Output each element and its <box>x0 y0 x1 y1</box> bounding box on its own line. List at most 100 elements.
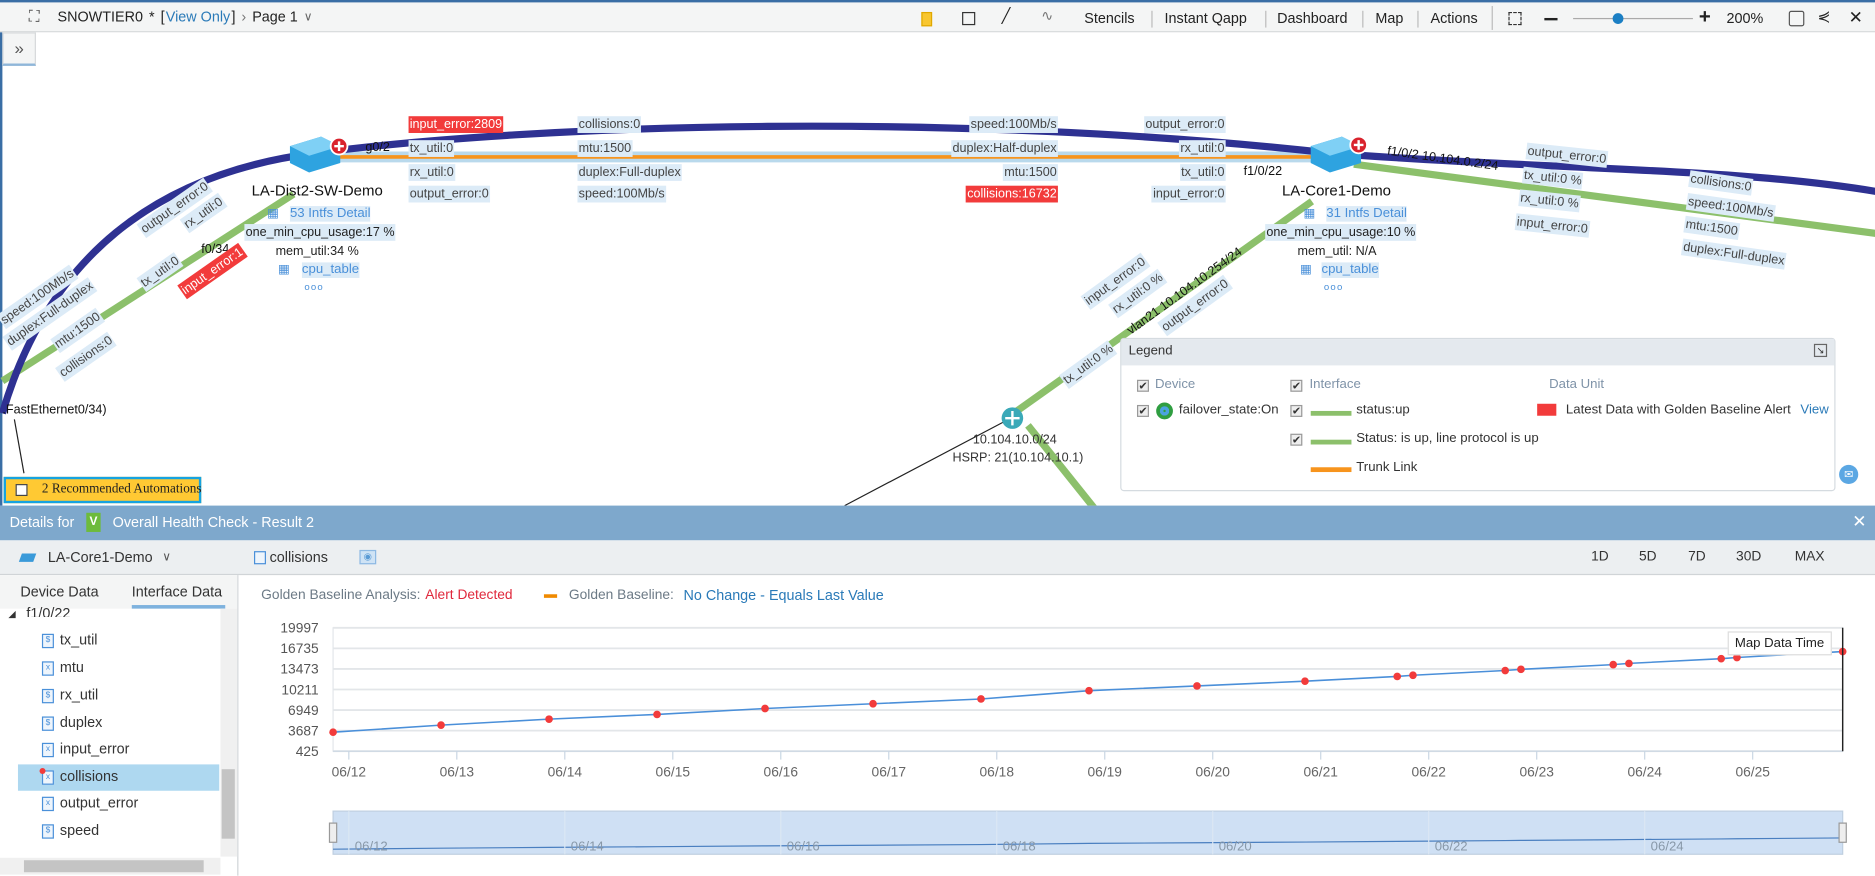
range-1d[interactable]: 1D <box>1591 549 1609 565</box>
tree-item[interactable]: x output_error <box>18 791 219 817</box>
cpu-table-link[interactable]: cpu_table <box>1321 262 1379 278</box>
zoom-slider-handle[interactable] <box>1612 13 1624 24</box>
freeform-tool-icon[interactable]: ∿ <box>1041 7 1054 24</box>
range-30d[interactable]: 30D <box>1736 549 1762 565</box>
expand-sidebar-button[interactable]: » <box>2 32 36 66</box>
tree-item-label: rx_util <box>59 686 99 704</box>
status-up-checkbox[interactable]: ✔ <box>1290 404 1303 417</box>
vertical-scrollbar[interactable] <box>220 608 238 857</box>
device-name[interactable]: LA-Dist2-SW-Demo <box>251 182 383 199</box>
tree-item[interactable]: $ duplex <box>18 710 219 736</box>
data-point <box>1517 665 1525 674</box>
intfs-detail-link[interactable]: 31 Intfs Detail <box>1326 206 1407 222</box>
link-core1-right[interactable] <box>1353 160 1875 237</box>
x-tick-label: 06/12 <box>332 764 366 779</box>
toolbar-map[interactable]: Map <box>1375 9 1404 27</box>
toolbar-instant-qapp[interactable]: Instant Qapp <box>1164 9 1247 27</box>
zoom-out-icon[interactable] <box>1544 17 1558 21</box>
interface-label: .FastEthernet0/34) <box>2 402 107 417</box>
recommended-automations-button[interactable]: 2 Recommended Automations <box>3 476 202 504</box>
router-icon[interactable] <box>1001 407 1024 429</box>
x-tick-label: 06/14 <box>548 764 583 779</box>
tree-item[interactable]: x input_error <box>18 737 219 763</box>
metric-label: rx_util:0 <box>408 164 455 181</box>
fit-to-screen-icon[interactable] <box>1508 11 1522 26</box>
y-tick-label: 16735 <box>280 641 319 656</box>
switch-icon[interactable] <box>289 136 349 173</box>
scrollbar-thumb[interactable] <box>23 860 204 873</box>
rectangle-tool-icon[interactable] <box>962 11 976 26</box>
tree-item[interactable]: $ rx_util <box>18 683 219 709</box>
close-icon[interactable]: ✕ <box>1848 7 1863 27</box>
tree-item-label: tx_util <box>59 631 98 649</box>
scrollbar-thumb[interactable] <box>221 769 235 839</box>
baseline-value[interactable]: No Change - Equals Last Value <box>683 587 884 604</box>
collisions-chart[interactable]: 425 3687 6949 10211 13473 16735 19997 06/12 06/1… <box>240 575 1875 876</box>
zoom-slider[interactable] <box>1573 13 1693 24</box>
switch-icon[interactable] <box>1310 135 1368 173</box>
toolbar-actions[interactable]: Actions <box>1430 9 1478 27</box>
variable-icon: x <box>41 661 54 676</box>
tree-item-selected[interactable]: x collisions <box>17 764 220 791</box>
eye-icon[interactable]: ◉ <box>359 549 377 565</box>
y-tick-label: 6949 <box>288 703 319 718</box>
view-link[interactable]: View <box>1800 402 1829 417</box>
view-only-mode[interactable]: View Only <box>165 8 231 26</box>
device-name[interactable]: LA-Core1-Demo <box>1281 182 1392 199</box>
table-icon: ▦ <box>1303 206 1316 221</box>
cpu-table-link[interactable]: cpu_table <box>301 262 360 278</box>
metric-label: mtu:1500 <box>577 140 633 157</box>
save-icon[interactable] <box>1788 10 1805 27</box>
interface-checkbox[interactable]: ✔ <box>1290 379 1303 392</box>
chevron-down-icon[interactable]: ∨ <box>162 550 171 564</box>
device-selector-row[interactable]: LA-Core1-Demo ∨ <box>48 549 171 566</box>
bracket: ] <box>231 8 236 26</box>
wan-link[interactable] <box>0 122 1875 415</box>
note-icon[interactable] <box>921 11 933 27</box>
failover-checkbox[interactable]: ✔ <box>1136 404 1149 417</box>
zoom-level: 200% <box>1726 9 1764 27</box>
analysis-value: Alert Detected <box>425 588 513 603</box>
chevron-down-icon[interactable]: ∨ <box>303 10 313 24</box>
more-icon[interactable]: ooo <box>1323 281 1344 293</box>
legend-panel: Legend ↘ ✔ Device ✔ Interface Data Unit … <box>1120 337 1836 492</box>
collapse-legend-icon[interactable]: ↘ <box>1813 343 1828 358</box>
horizontal-scrollbar[interactable] <box>0 857 221 875</box>
range-5d[interactable]: 5D <box>1639 549 1657 565</box>
y-tick-label: 3687 <box>288 723 319 738</box>
range-7d[interactable]: 7D <box>1688 549 1706 565</box>
share-icon[interactable]: ⋞ <box>1817 7 1831 26</box>
close-panel-icon[interactable]: ✕ <box>1852 511 1867 531</box>
more-icon[interactable]: ooo <box>304 281 324 293</box>
device-checkbox[interactable]: ✔ <box>1136 379 1149 392</box>
metric-label: input_error:2809 <box>408 116 504 133</box>
cpu-usage-label: one_min_cpu_usage:17 % <box>244 224 396 241</box>
fullscreen-icon[interactable]: ⛶ <box>28 7 40 26</box>
message-icon[interactable]: ✉ <box>1839 464 1859 485</box>
legend-device-header: Device <box>1154 377 1196 392</box>
range-max[interactable]: MAX <box>1794 549 1825 565</box>
page-selector[interactable]: Page 1 <box>252 8 298 26</box>
device-selector[interactable]: LA-Core1-Demo <box>47 548 153 566</box>
zoom-in-icon[interactable]: + <box>1698 4 1711 28</box>
tree-parent[interactable]: f1/0/22 <box>26 605 71 618</box>
navigator-right-handle[interactable] <box>1838 822 1847 843</box>
tree-item[interactable]: x mtu <box>18 655 219 681</box>
tab-device-data[interactable]: Device Data <box>20 583 99 601</box>
line-protocol-checkbox[interactable]: ✔ <box>1290 433 1303 446</box>
tab-interface-data[interactable]: Interface Data <box>131 583 223 601</box>
intfs-detail-link[interactable]: 53 Intfs Detail <box>289 206 371 222</box>
metric-label: rx_util:0 <box>1179 140 1226 157</box>
link-subnet-down[interactable] <box>1025 423 1100 506</box>
data-point <box>1409 671 1417 680</box>
metric-label: tx_util:0 <box>408 140 455 157</box>
map-canvas[interactable]: » input_error:2809 tx_util:0 rx_util:0 <box>0 32 1875 506</box>
navigator-left-handle[interactable] <box>328 822 338 843</box>
expand-icon[interactable]: ◢ <box>8 608 16 620</box>
tree-item[interactable]: $ speed <box>18 818 219 844</box>
toolbar-stencils[interactable]: Stencils <box>1084 9 1135 27</box>
tree-item[interactable]: $ tx_util <box>18 628 219 654</box>
toolbar-dashboard[interactable]: Dashboard <box>1277 9 1348 27</box>
line-tool-icon[interactable]: ╱ <box>1001 7 1011 24</box>
hsrp-label: HSRP: 21(10.104.10.1) <box>952 450 1084 465</box>
